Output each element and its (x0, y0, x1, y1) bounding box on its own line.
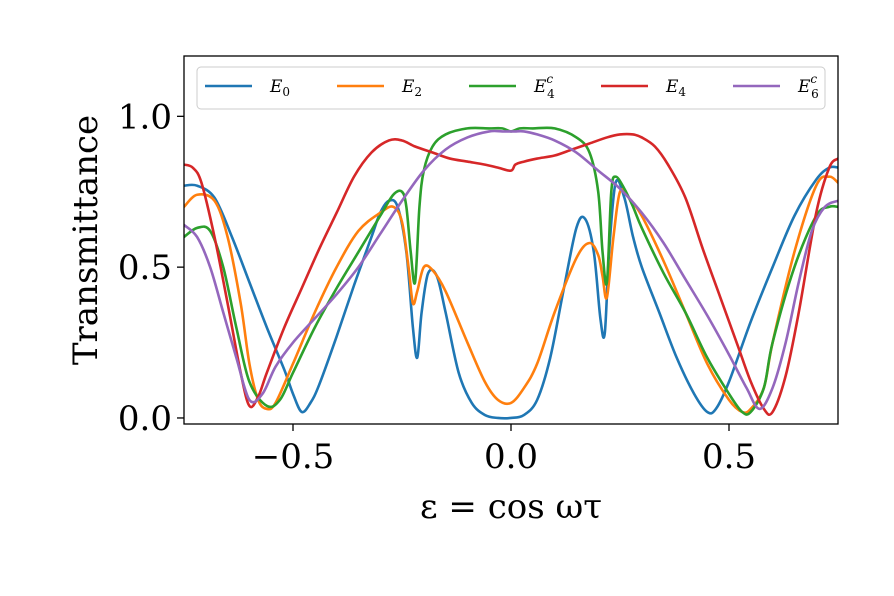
x-tick-label: −0.5 (252, 437, 335, 477)
series-layer (184, 126, 838, 420)
legend: E0 E2 Ec 4 E4 Ec 6 (196, 66, 826, 110)
x-axis-label: ε = cos ωτ (420, 487, 602, 527)
legend-frame (196, 66, 826, 110)
y-tick-label: 1.0 (118, 97, 172, 137)
y-tick-label: 0.0 (118, 399, 172, 439)
x-tick-label: 0.5 (702, 437, 756, 477)
series-line-E2 (184, 175, 838, 415)
x-tick-label: 0.0 (484, 437, 538, 477)
series-line-E0 (184, 165, 838, 420)
y-tick-label: 0.5 (118, 248, 172, 288)
ticks-layer: −0.5 0.0 0.5 0.0 0.5 1.0 (118, 97, 756, 477)
legend-label-E6c: Ec 6 (797, 72, 819, 101)
legend-label-E4c: Ec 4 (533, 72, 555, 101)
series-line-E6c (184, 129, 838, 411)
series-line-E4 (184, 132, 838, 417)
y-axis-label: Transmittance (66, 115, 106, 365)
